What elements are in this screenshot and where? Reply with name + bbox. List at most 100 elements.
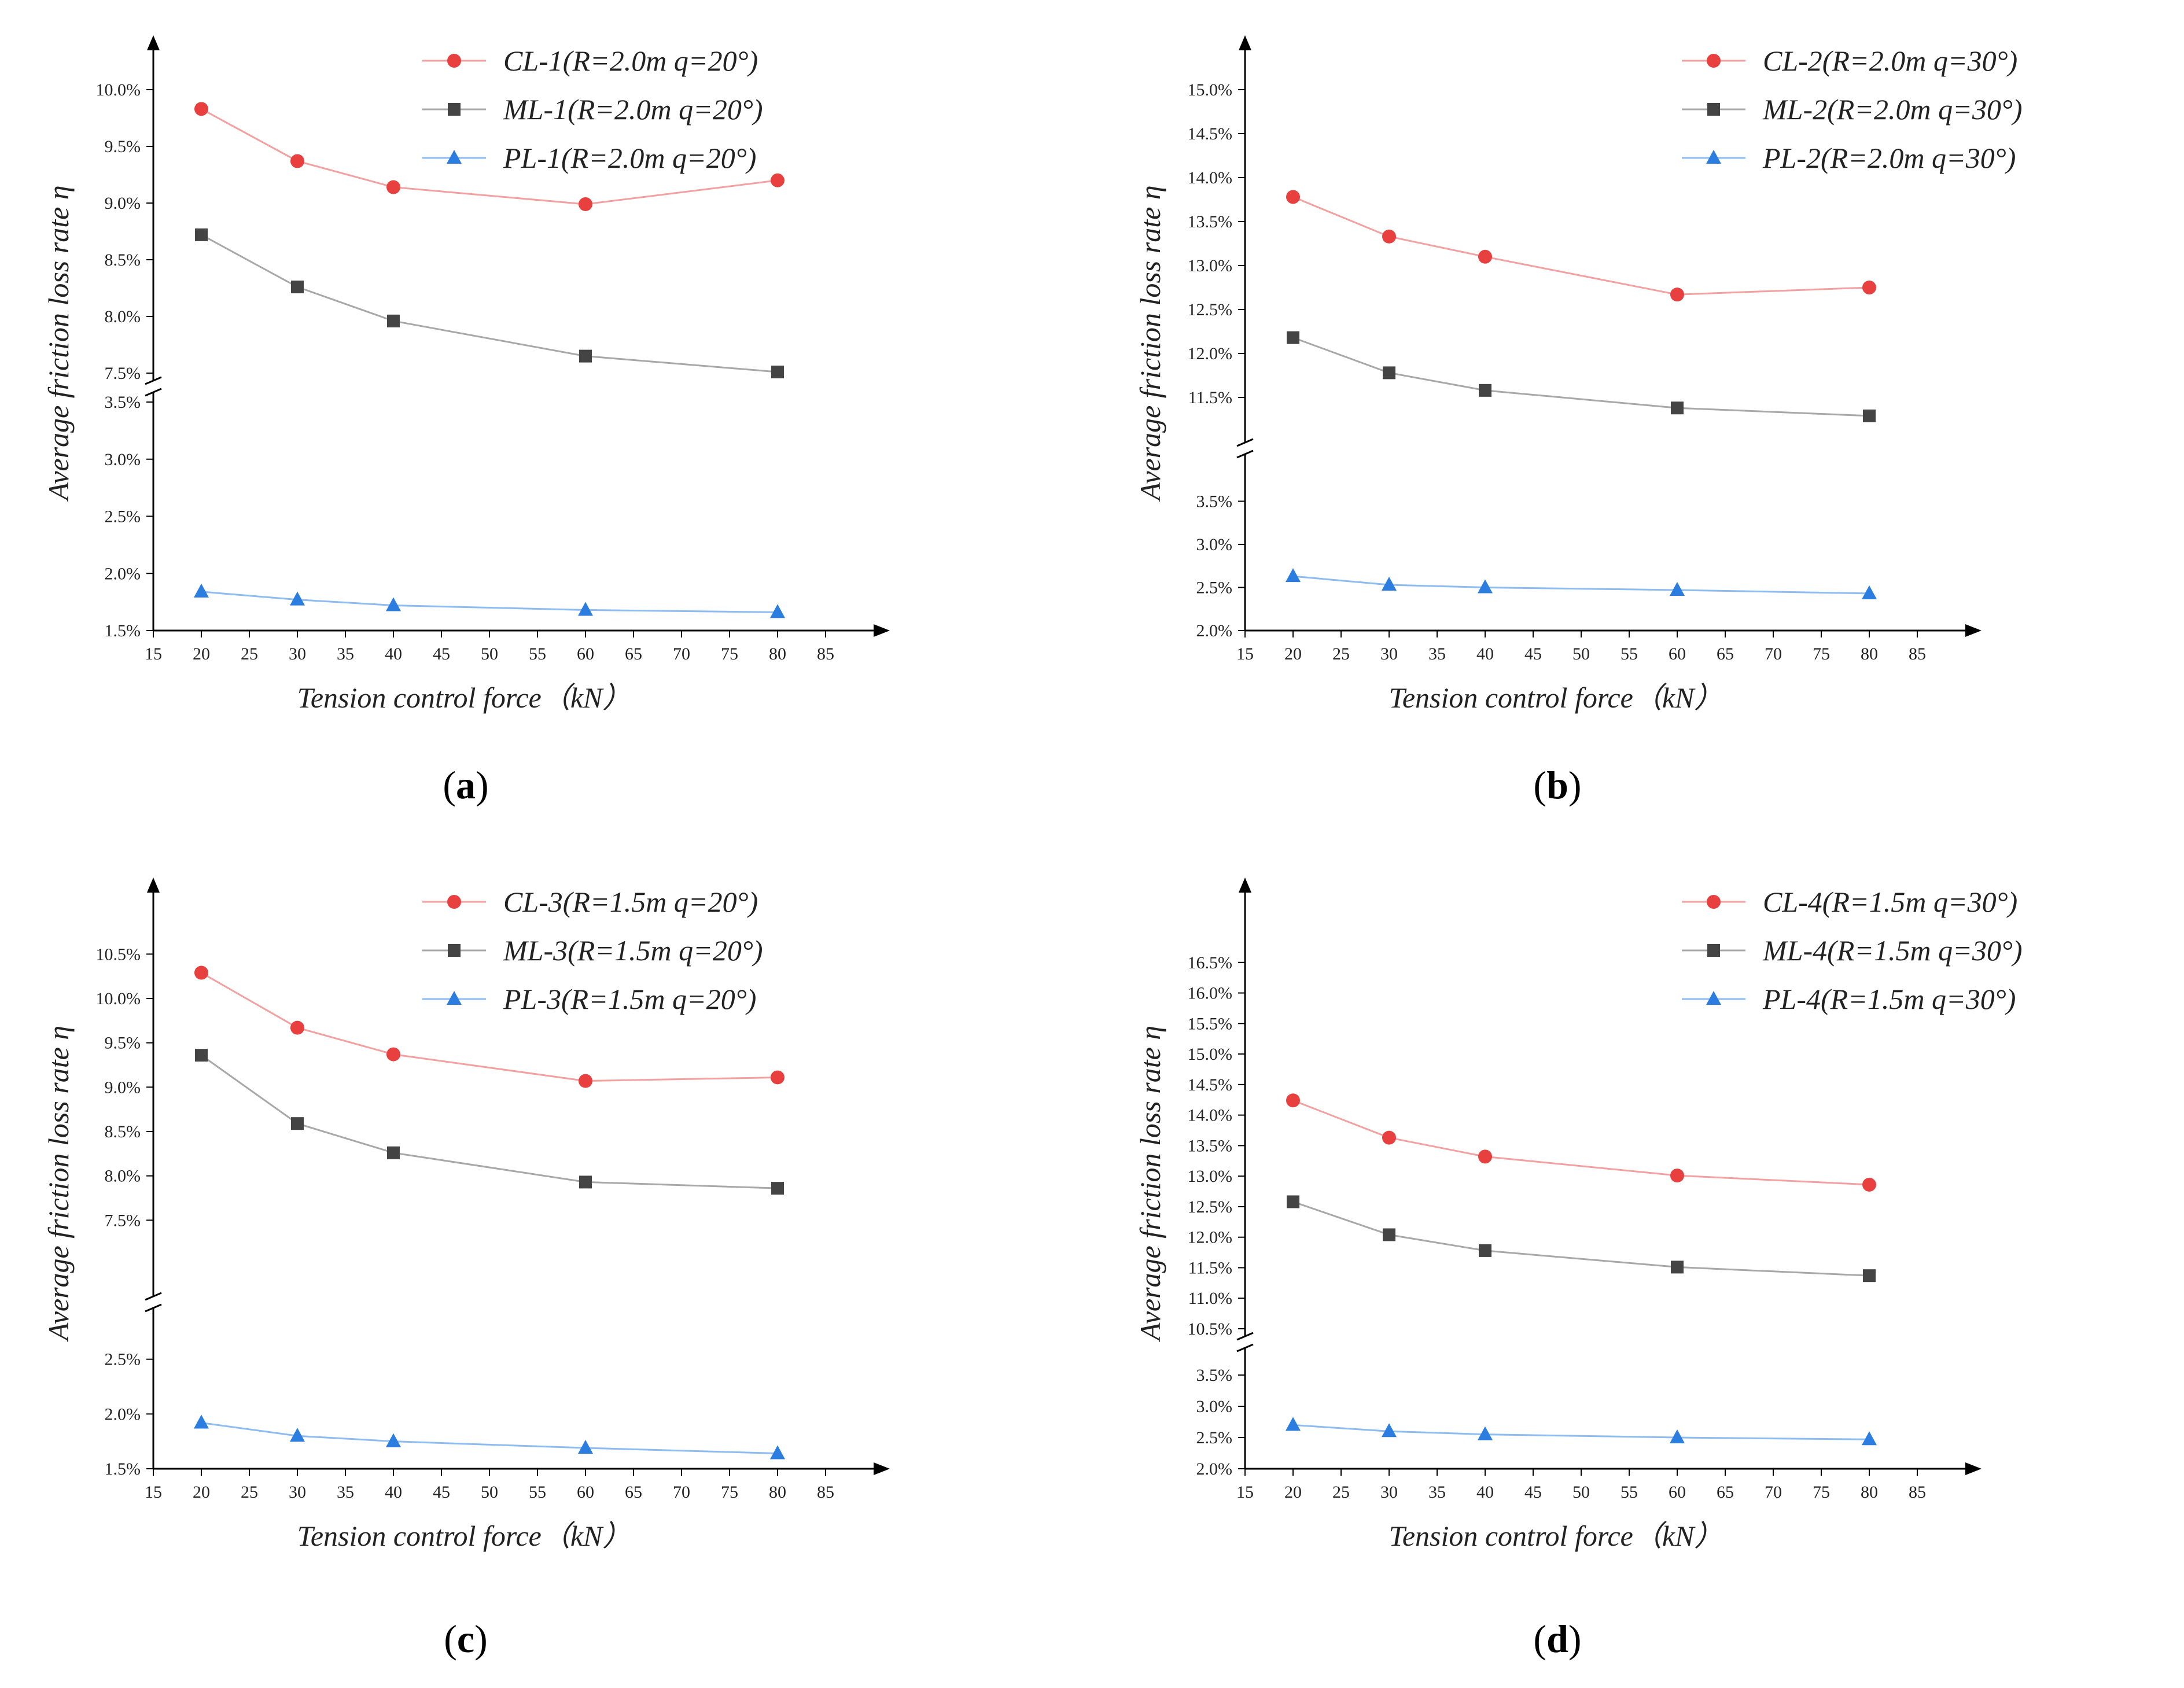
x-axis-title: Tension control force（kN） (1389, 1520, 1723, 1552)
series-line (1292, 1424, 1870, 1440)
data-point (1287, 331, 1299, 344)
y-axis-title: Average friction loss rate η (42, 185, 75, 502)
y-tick-label: 3.0% (1196, 1397, 1233, 1416)
legend-label: CL-3(R=1.5m q=20°) (503, 886, 758, 918)
data-point (290, 1428, 305, 1442)
x-tick-label: 55 (1620, 1483, 1638, 1502)
data-point (291, 281, 304, 294)
data-point (194, 965, 208, 980)
data-point (1670, 288, 1684, 302)
y-tick-label: 10.0% (96, 989, 141, 1008)
data-point (290, 154, 304, 168)
y-tick-label: 13.5% (1188, 212, 1233, 231)
y-tick-label: 10.5% (96, 945, 141, 964)
data-point (579, 1175, 592, 1189)
caption-letter: b (1546, 763, 1568, 807)
panel-c: 15 20 25 30 35 40 45 50 55 60 65 70 75 80 85 7.5% 8.0% 8.… (0, 842, 1092, 1685)
data-point (290, 1020, 304, 1035)
legend-marker-icon (448, 103, 461, 116)
panel-d: 15 20 25 30 35 40 45 50 55 60 65 70 75 80 85 10.5% 11.0%… (1092, 842, 2184, 1685)
data-point (195, 1049, 208, 1062)
data-point (770, 604, 785, 618)
legend-marker-icon (447, 54, 461, 68)
series-line (1292, 196, 1870, 296)
data-point (578, 602, 593, 616)
data-point (1670, 1429, 1685, 1443)
y-tick-label: 2.0% (105, 564, 141, 583)
series-line (1292, 337, 1870, 417)
legend-label: ML-4(R=1.5m q=30°) (1762, 934, 2023, 967)
x-tick-label: 70 (673, 644, 690, 664)
panel-caption: (d) (1533, 1617, 1581, 1661)
y-axis-arrow-icon (147, 878, 160, 893)
data-point (386, 1433, 401, 1447)
x-tick-label: 55 (1620, 644, 1638, 664)
axis-break-mark-icon (1236, 1343, 1254, 1352)
y-tick-label: 12.5% (1188, 300, 1233, 319)
y-tick-label: 9.0% (105, 194, 141, 213)
series-line (201, 1054, 778, 1189)
legend: CL-4(R=1.5m q=30°) ML-4(R=1.5m q=30°) PL-4… (1682, 886, 2023, 1015)
data-point (1286, 1093, 1300, 1108)
x-tick-label: 50 (481, 644, 498, 664)
chart-d: 15 20 25 30 35 40 45 50 55 60 65 70 75 80 85 10.5% 11.0%… (1134, 878, 2023, 1661)
y-tick-label: 11.5% (1188, 1258, 1232, 1277)
x-tick-label: 15 (145, 644, 162, 664)
caption-close: ) (476, 763, 489, 807)
panel-caption: (a) (443, 763, 488, 807)
legend-label: PL-2(R=2.0m q=30°) (1762, 142, 2016, 174)
y-tick-label: 10.5% (1188, 1320, 1233, 1339)
y-tick-label: 10.0% (96, 80, 141, 99)
data-point (771, 1070, 785, 1085)
y-tick-label: 3.0% (105, 450, 141, 469)
series-circle (1286, 1093, 1876, 1192)
x-tick-label: 55 (529, 644, 546, 664)
series-line (201, 591, 778, 613)
x-tick-label: 35 (337, 1483, 354, 1502)
y-tick-label: 1.5% (105, 1460, 141, 1479)
x-tick-label: 80 (769, 644, 786, 664)
data-point (1478, 1426, 1493, 1440)
x-tick-label: 50 (481, 1483, 498, 1502)
legend-marker-icon (447, 150, 462, 164)
axis-break-mark-icon (1236, 1332, 1254, 1341)
data-point (386, 597, 401, 611)
y-tick-label: 15.0% (1188, 1045, 1233, 1064)
x-axis-arrow-icon (1965, 624, 1982, 637)
y-tick-label: 8.5% (105, 250, 141, 270)
data-point (291, 1117, 304, 1130)
x-axis-arrow-icon (874, 624, 890, 637)
y-tick-label: 14.5% (1188, 124, 1233, 143)
x-tick-label: 75 (1813, 1483, 1830, 1502)
caption-close: ) (474, 1617, 488, 1661)
legend-label: PL-1(R=2.0m q=20°) (503, 142, 756, 174)
legend-label: PL-4(R=1.5m q=30°) (1762, 983, 2016, 1015)
data-point (1863, 1269, 1876, 1282)
x-tick-label: 30 (1380, 1483, 1398, 1502)
data-point (579, 1074, 592, 1088)
y-tick-label: 3.5% (1196, 492, 1233, 511)
axis-break-mark-icon (145, 1303, 162, 1313)
legend-marker-icon (447, 895, 461, 909)
legend-label: ML-3(R=1.5m q=20°) (503, 934, 763, 967)
data-point (1671, 401, 1684, 415)
series-circle (194, 102, 785, 211)
y-tick-label: 13.0% (1188, 1167, 1233, 1186)
axis-break-mark-icon (145, 376, 162, 385)
data-point (1862, 281, 1876, 294)
series-line (1292, 1099, 1870, 1186)
x-tick-label: 75 (721, 1483, 738, 1502)
x-tick-label: 60 (577, 1483, 594, 1502)
data-point (1287, 1195, 1299, 1208)
data-point (195, 228, 208, 241)
data-point (578, 1440, 593, 1454)
x-tick-label: 60 (1669, 1483, 1686, 1502)
y-tick-label: 3.5% (1196, 1366, 1233, 1385)
x-tick-label: 75 (721, 644, 738, 664)
data-point (1863, 409, 1876, 422)
x-tick-label: 35 (337, 644, 354, 664)
x-tick-label: 75 (1813, 644, 1830, 664)
data-point (771, 173, 785, 187)
data-point (1478, 579, 1493, 594)
x-tick-label: 35 (1428, 644, 1446, 664)
